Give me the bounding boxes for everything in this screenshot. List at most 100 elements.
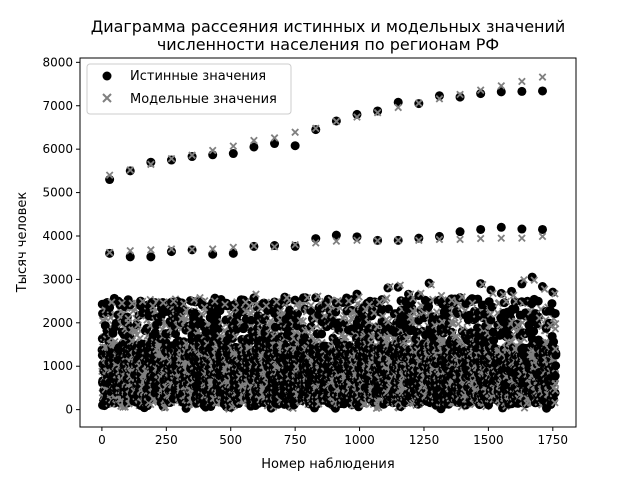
model-value-point [551, 345, 560, 353]
model-value-point [456, 90, 464, 99]
y-tick-label: 3000 [42, 272, 73, 286]
x-tick-label: 1500 [473, 433, 504, 447]
model-value-point [355, 293, 363, 301]
true-value-point [166, 155, 176, 165]
model-value-point [438, 317, 447, 326]
model-value-point [250, 242, 258, 250]
model-value-point [231, 303, 240, 312]
true-value-point [487, 302, 497, 312]
model-value-point [396, 281, 405, 290]
true-value-point [317, 329, 327, 339]
model-value-point [538, 232, 547, 241]
legend-marker-true [102, 71, 112, 81]
model-value-point [188, 151, 196, 160]
x-axis-ticks: 0 250 500 750 1000 1250 1500 1750 [98, 427, 568, 447]
model-value-point [353, 113, 361, 121]
model-value-point [458, 293, 466, 301]
model-value-point [229, 142, 238, 150]
model-value-point [291, 240, 299, 249]
model-value-point [208, 245, 217, 253]
true-value-point [105, 302, 115, 312]
legend-box [86, 63, 292, 115]
true-value-point [228, 248, 238, 258]
model-value-point [538, 73, 547, 81]
model-value-point [334, 297, 343, 305]
model-value-point [167, 245, 176, 253]
model-value-point [147, 246, 155, 254]
chart-title-line-1: Диаграмма рассеяния истинных и модельных… [91, 17, 566, 36]
model-value-point [188, 245, 196, 254]
true-value-point [455, 293, 465, 303]
true-value-point [445, 296, 455, 306]
model-value-point [520, 276, 528, 284]
model-value-point [375, 298, 384, 307]
model-value-point [134, 321, 142, 329]
model-value-point [476, 234, 485, 243]
true-value-point [399, 333, 409, 343]
true-value-point [270, 241, 280, 251]
model-value-point [502, 297, 511, 306]
model-value-point [313, 292, 322, 301]
model-value-point [291, 128, 299, 137]
model-value-point [551, 386, 560, 395]
model-value-point [437, 291, 446, 300]
chart-title-line-2: численности населения по регионам РФ [157, 35, 499, 54]
model-value-point [270, 243, 279, 251]
legend-label-model: Модельные значения [130, 92, 277, 107]
model-value-point [241, 298, 250, 307]
model-value-point [499, 290, 508, 299]
model-value-point [365, 300, 374, 309]
true-value-point [125, 252, 135, 262]
model-value-point [208, 146, 217, 155]
true-value-point [455, 92, 465, 102]
true-value-point [517, 224, 527, 234]
true-value-point [507, 286, 517, 296]
true-value-point [550, 308, 560, 318]
model-value-point [344, 297, 353, 305]
true-value-point [414, 233, 424, 243]
x-tick-label: 500 [219, 433, 242, 447]
model-value-point [414, 99, 423, 107]
model-value-point [311, 239, 320, 247]
true-value-point [270, 297, 280, 307]
model-value-point [332, 237, 341, 246]
model-value-point [167, 154, 176, 163]
model-value-point [124, 314, 133, 323]
model-value-point [147, 160, 155, 169]
model-value-point [210, 297, 219, 306]
true-value-point [270, 322, 280, 332]
x-tick-label: 250 [155, 433, 178, 447]
true-value-point [550, 388, 560, 398]
true-value-point [239, 322, 249, 332]
model-value-point [394, 103, 403, 112]
model-value-point [535, 314, 544, 322]
model-value-point [468, 299, 477, 307]
model-value-point [447, 296, 456, 305]
model-value-point [530, 276, 539, 285]
model-value-point [489, 289, 497, 298]
legend-marker-model [102, 93, 112, 103]
true-value-point [533, 296, 543, 306]
true-value-point [228, 149, 238, 159]
true-value-point [290, 241, 300, 251]
y-tick-label: 0 [65, 403, 73, 417]
true-value-point [473, 323, 483, 333]
model-value-point [272, 298, 281, 306]
true-value-point [187, 152, 197, 162]
true-value-point [434, 91, 444, 101]
true-value-point [290, 141, 300, 151]
plot-frame [79, 57, 577, 428]
true-value-point [411, 327, 421, 337]
true-value-point [171, 329, 181, 339]
true-value-point [551, 361, 561, 371]
model-value-point [435, 235, 444, 244]
true-value-point [453, 309, 463, 319]
model-value-point [518, 77, 526, 86]
model-value-point [128, 299, 137, 308]
x-tick-label: 750 [284, 433, 307, 447]
true-value-point [434, 231, 444, 241]
model-value-point [384, 318, 392, 326]
model-value-point [551, 398, 559, 407]
model-value-point [414, 236, 423, 245]
model-value-point [307, 301, 315, 310]
